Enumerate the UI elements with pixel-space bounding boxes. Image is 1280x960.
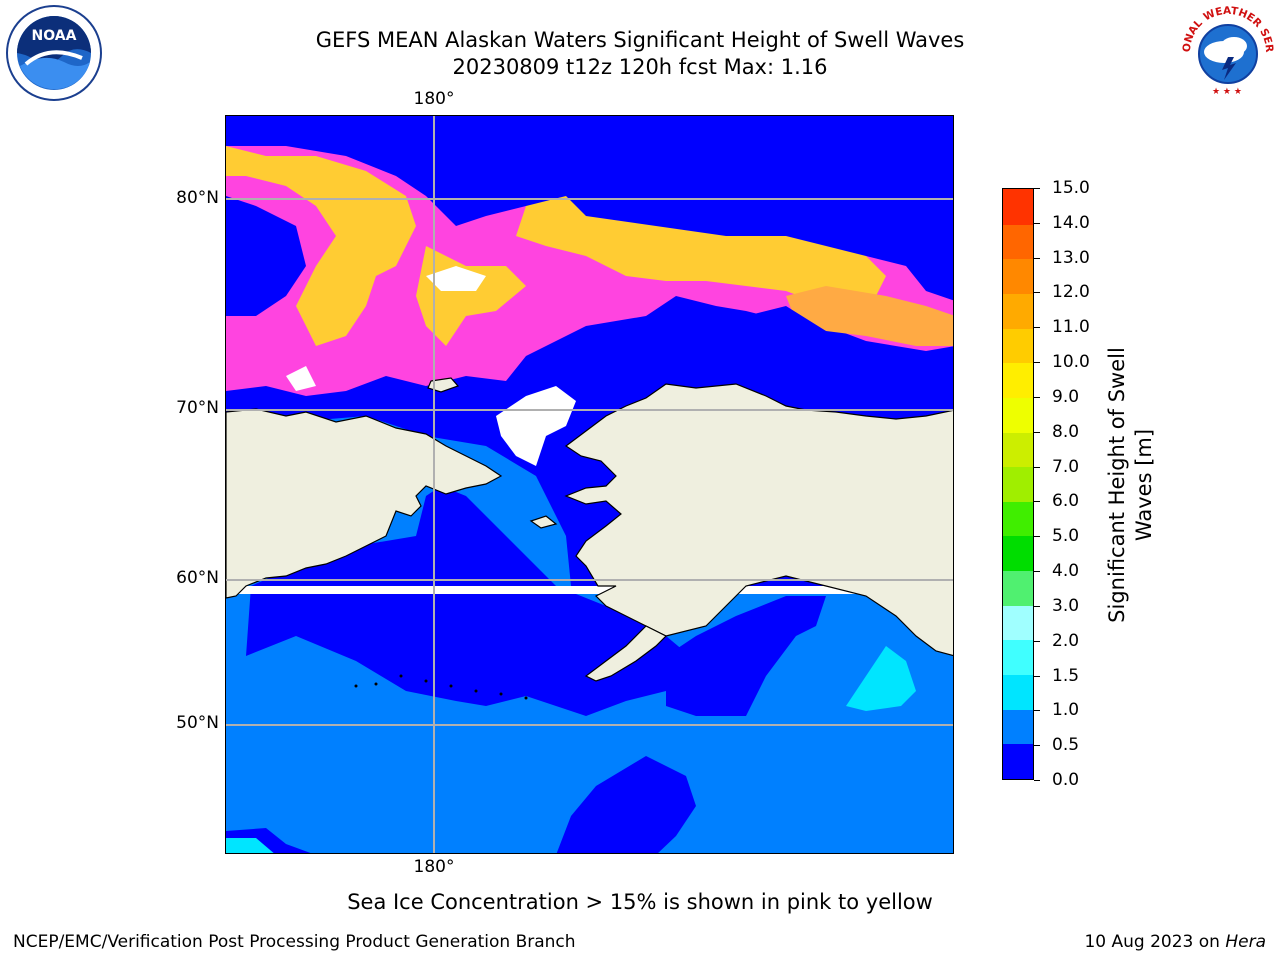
colorbar-tick-label: 2.0 (1052, 630, 1080, 651)
map-canvas (226, 116, 953, 853)
swell-patch-1.0-1.5m (846, 646, 916, 711)
graticule (226, 116, 953, 853)
lat-label-50n: 50°N (176, 713, 219, 733)
map-panel (225, 115, 954, 854)
colorbar-tick-label: 1.5 (1052, 665, 1080, 686)
colorbar-tick (1034, 466, 1040, 468)
colorbar-segment (1003, 605, 1033, 641)
colorbar-tick-label: 7.0 (1052, 456, 1080, 477)
colorbar-title: Significant Height of Swell Waves [m] (1104, 325, 1158, 645)
colorbar-segment (1003, 466, 1033, 502)
colorbar-segment (1003, 570, 1033, 606)
colorbar-segment (1003, 431, 1033, 468)
colorbar-tick-label: 8.0 (1052, 421, 1080, 442)
colorbar-tick (1034, 640, 1040, 642)
sea-ice-caption: Sea Ice Concentration > 15% is shown in … (347, 890, 933, 914)
colorbar-tick-label: 11.0 (1052, 317, 1090, 338)
colorbar-segment (1003, 501, 1033, 537)
swell-patch-sw-1.0-1.5m (226, 838, 274, 853)
colorbar-tick-label: 1.0 (1052, 700, 1080, 721)
aleutian-islands (354, 674, 528, 700)
no-data-coastal (496, 386, 576, 466)
footer-date-text: 10 Aug 2023 on (1084, 932, 1226, 952)
colorbar-tick-label: 10.0 (1052, 352, 1090, 373)
colorbar-tick (1034, 188, 1040, 189)
open-water-central-0-0.5m (556, 306, 876, 406)
lat-label-70n: 70°N (176, 398, 219, 418)
colorbar-tick-label: 4.0 (1052, 561, 1080, 582)
chart-subtitle: 20230809 t12z 120h fcst Max: 1.16 (452, 55, 828, 79)
colorbar-tick (1034, 327, 1040, 329)
colorbar-tick (1034, 571, 1040, 573)
colorbar-tick (1034, 292, 1040, 294)
north-pacific-patch-0-0.5m (556, 756, 696, 853)
land-alaska-peninsula (584, 625, 668, 682)
noaa-logo-wordmark: NOAA (32, 28, 77, 44)
sea-ice-orange-east (786, 286, 953, 346)
colorbar-segment (1003, 397, 1033, 433)
colorbar-tick-label: 15.0 (1052, 178, 1090, 198)
colorbar-tick (1034, 501, 1040, 503)
colorbar-tick-label: 9.0 (1052, 386, 1080, 407)
colorbar-tick (1034, 605, 1040, 607)
colorbar-tick-label: 6.0 (1052, 491, 1080, 512)
colorbar-segment (1003, 258, 1033, 294)
sea-ice-yellow (226, 146, 416, 346)
colorbar-segment (1003, 535, 1033, 572)
colorbar-segment (1003, 709, 1033, 745)
colorbar-tick (1034, 710, 1040, 712)
colorbar-segment (1003, 189, 1033, 225)
bering-shelf-swell-0-0.5m (246, 486, 716, 716)
land-st-lawrence-island (529, 515, 558, 529)
colorbar-tick-label: 0.0 (1052, 770, 1080, 790)
svg-text:★ ★ ★: ★ ★ ★ (1212, 87, 1242, 97)
colorbar-tick-label: 14.0 (1052, 212, 1090, 233)
no-data-east-strip (226, 586, 953, 594)
lon-label-bottom: 180° (413, 857, 455, 877)
colorbar-tick (1034, 257, 1040, 259)
land-alaska (564, 383, 953, 657)
lat-label-80n: 80°N (176, 188, 219, 208)
colorbar-tick (1034, 675, 1040, 677)
nws-logo: NATIONAL WEATHER SERVICE ★ ★ ★ (1174, 0, 1278, 102)
lon-label-top: 180° (413, 89, 455, 109)
colorbar-segment (1003, 639, 1033, 676)
footer-credit: NCEP/EMC/Verification Post Processing Pr… (13, 932, 576, 952)
colorbar-segment (1003, 293, 1033, 329)
footer-date: 10 Aug 2023 on Hera (1084, 932, 1266, 952)
no-data-patch-north2 (286, 366, 316, 391)
colorbar-tick-label: 3.0 (1052, 595, 1080, 616)
colorbar-tick (1034, 362, 1040, 364)
colorbar-segment (1003, 328, 1033, 364)
footer-host: Hera (1225, 932, 1266, 952)
noaa-logo: NOAA (4, 4, 104, 102)
colorbar-title-line2: Waves [m] (1132, 428, 1156, 542)
colorbar-title-line1: Significant Height of Swell (1105, 347, 1129, 623)
colorbar-tick-label: 0.5 (1052, 735, 1080, 756)
colorbar-tick (1034, 745, 1040, 747)
colorbar-tick (1034, 431, 1040, 433)
land-russia (226, 408, 503, 599)
colorbar (1002, 188, 1034, 780)
colorbar-segment (1003, 743, 1033, 779)
colorbar-tick-label: 5.0 (1052, 526, 1080, 547)
chart-title: GEFS MEAN Alaskan Waters Significant Hei… (315, 28, 965, 52)
colorbar-tick-label: 12.0 (1052, 282, 1090, 303)
land-wrangel-island (427, 377, 460, 393)
no-data-patch-north (426, 266, 486, 291)
sea-ice-yellow-east (516, 196, 886, 306)
colorbar-segment (1003, 362, 1033, 398)
colorbar-tick-label: 13.0 (1052, 247, 1090, 268)
lat-label-60n: 60°N (176, 568, 219, 588)
gulf-of-alaska-swell-0-0.5m (666, 596, 826, 716)
colorbar-segment (1003, 674, 1033, 710)
colorbar-tick (1034, 222, 1040, 224)
colorbar-segment (1003, 224, 1033, 260)
colorbar-tick (1034, 396, 1040, 398)
colorbar-tick (1034, 780, 1040, 781)
open-water-west-0-0.5m (226, 196, 306, 316)
colorbar-tick (1034, 536, 1040, 538)
